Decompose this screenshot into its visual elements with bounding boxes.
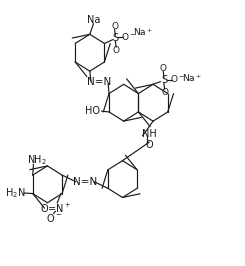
Text: O: O xyxy=(113,46,120,55)
Text: NH: NH xyxy=(142,128,157,139)
Text: O$^-$: O$^-$ xyxy=(46,212,62,224)
Text: S: S xyxy=(161,75,167,85)
Text: O: O xyxy=(145,140,153,150)
Text: O$^-$: O$^-$ xyxy=(170,73,185,84)
Text: N=N: N=N xyxy=(87,77,111,87)
Text: N=N: N=N xyxy=(73,177,97,187)
Text: Na: Na xyxy=(87,15,101,25)
Text: H$_2$N: H$_2$N xyxy=(5,186,25,200)
Text: NH$_2$: NH$_2$ xyxy=(27,153,47,167)
Text: O: O xyxy=(161,88,168,97)
Text: Na$^+$: Na$^+$ xyxy=(182,72,202,84)
Text: O=N$^+$: O=N$^+$ xyxy=(40,202,72,215)
Text: O: O xyxy=(111,22,118,31)
Text: Na$^+$: Na$^+$ xyxy=(133,26,153,38)
Text: S: S xyxy=(112,33,118,43)
Text: O$^-$: O$^-$ xyxy=(121,31,136,42)
Text: O: O xyxy=(160,64,167,73)
Text: HO: HO xyxy=(85,106,100,116)
